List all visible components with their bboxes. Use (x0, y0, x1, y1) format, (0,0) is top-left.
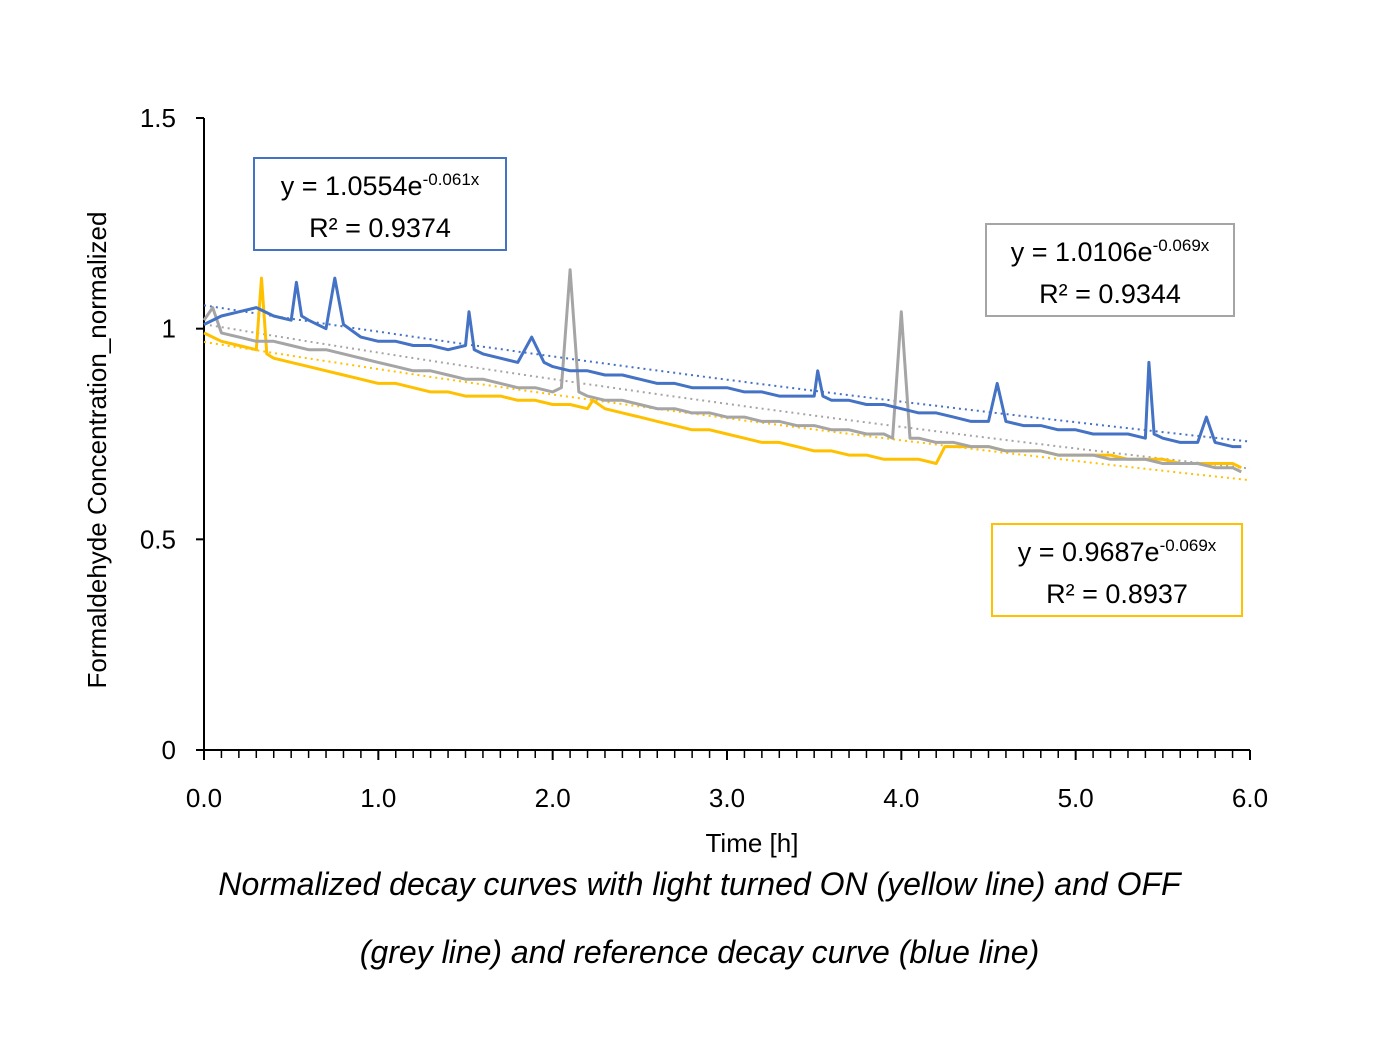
y-axis-title: Formaldehyde Concentration_normalized (82, 212, 112, 689)
caption-line-1: Normalized decay curves with light turne… (218, 866, 1181, 902)
y-tick-label: 0 (162, 735, 176, 765)
blue-equation-box: y = 1.0554e-0.061x R² = 0.9374 (253, 157, 507, 251)
yellow-equation-box: y = 0.9687e-0.069x R² = 0.8937 (991, 523, 1243, 617)
x-tick-label: 2.0 (535, 783, 571, 813)
grey-equation-box: y = 1.0106e-0.069x R² = 0.9344 (985, 223, 1235, 317)
trendline-2 (203, 340, 1251, 482)
grey-equation: y = 1.0106e-0.069x (1011, 236, 1210, 267)
yellow-r-squared: R² = 0.8937 (1046, 579, 1188, 609)
plot-area: 0 0.5 1 1.5 0.0 1.0 2.0 3.0 4.0 5.0 6.0 (140, 103, 1268, 813)
x-tick-label: 5.0 (1058, 783, 1094, 813)
blue-equation: y = 1.0554e-0.061x (281, 170, 480, 201)
decay-chart: 0 0.5 1 1.5 0.0 1.0 2.0 3.0 4.0 5.0 6.0 Formaldehy… (82, 103, 1268, 858)
trendline-1 (203, 323, 1251, 470)
x-tick-label: 6.0 (1232, 783, 1268, 813)
x-tick-label: 4.0 (883, 783, 919, 813)
x-tick-label: 3.0 (709, 783, 745, 813)
y-tick-label: 0.5 (140, 524, 176, 554)
x-tick-label: 1.0 (360, 783, 396, 813)
series-line-0 (203, 276, 1242, 449)
series-line-1 (202, 268, 1242, 474)
y-tick-label: 1.5 (140, 103, 176, 133)
x-tick-label: 0.0 (186, 783, 222, 813)
caption-line-2: (grey line) and reference decay curve (b… (359, 934, 1040, 970)
grey-r-squared: R² = 0.9344 (1039, 279, 1181, 309)
x-axis-title: Time [h] (706, 828, 799, 858)
yellow-equation: y = 0.9687e-0.069x (1018, 536, 1217, 567)
blue-r-squared: R² = 0.9374 (309, 213, 451, 243)
trendline-0 (203, 304, 1251, 443)
y-tick-label: 1 (162, 314, 176, 344)
